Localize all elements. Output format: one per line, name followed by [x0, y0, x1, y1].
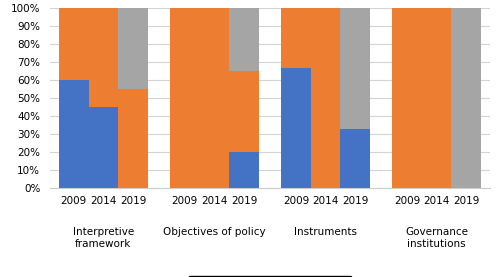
Text: Interpretive
framework: Interpretive framework [72, 227, 134, 249]
Bar [340, 129, 370, 188]
Bar [310, 8, 340, 188]
Text: Instruments: Instruments [294, 227, 357, 237]
Bar [230, 152, 259, 188]
Bar [422, 8, 452, 188]
Legend: PGU, EM, Sufficiency: PGU, EM, Sufficiency [188, 276, 352, 277]
Text: Governance
institutions: Governance institutions [405, 227, 468, 249]
Bar [88, 8, 118, 107]
Text: Objectives of policy: Objectives of policy [163, 227, 266, 237]
Bar [118, 8, 148, 89]
Bar [118, 89, 148, 188]
Bar [59, 80, 88, 188]
Bar [59, 8, 88, 80]
Bar [281, 68, 310, 188]
Bar [340, 8, 370, 129]
Bar [392, 8, 422, 188]
Bar [230, 71, 259, 152]
Bar [88, 107, 118, 188]
Bar [452, 8, 481, 188]
Bar [170, 8, 200, 188]
Bar [200, 8, 230, 188]
Bar [230, 8, 259, 71]
Bar [281, 8, 310, 68]
